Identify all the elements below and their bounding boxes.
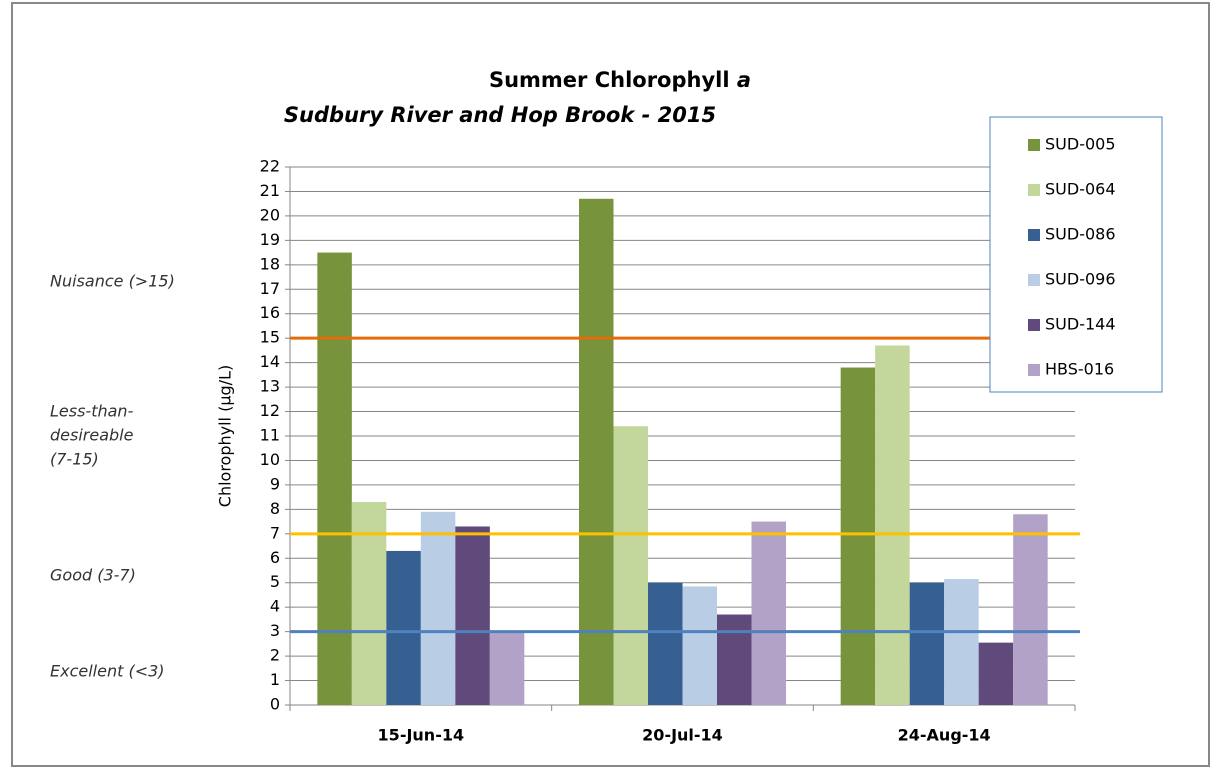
title-main: Summer Chlorophyll <box>489 68 730 92</box>
y-tick-label: 20 <box>260 205 280 224</box>
y-tick-label: 17 <box>260 279 280 298</box>
title-italic: a <box>737 68 751 92</box>
bar <box>840 367 876 705</box>
legend-swatch <box>1028 274 1040 286</box>
annotation: Good (3-7) <box>50 566 136 585</box>
y-tick-label: 16 <box>260 303 280 322</box>
legend-label: SUD-064 <box>1045 180 1116 199</box>
y-tick-label: 8 <box>270 499 280 518</box>
y-tick-label: 4 <box>270 597 280 616</box>
legend-label: SUD-005 <box>1045 135 1116 154</box>
annotation: (7-15) <box>50 450 99 469</box>
annotation: Nuisance (>15) <box>50 272 175 291</box>
bar <box>420 511 456 705</box>
y-tick-label: 7 <box>270 523 280 542</box>
bar <box>875 345 910 705</box>
bar <box>351 502 387 705</box>
legend-swatch <box>1028 184 1040 196</box>
bar <box>1013 514 1048 705</box>
y-tick-label: 22 <box>260 157 280 176</box>
y-tick-label: 3 <box>270 621 280 640</box>
legend-label: SUD-144 <box>1045 315 1116 334</box>
annotation: Less-than- <box>50 402 134 421</box>
legend-box <box>989 116 1163 393</box>
y-axis-label: Chlorophyll (µg/L) <box>216 365 235 507</box>
bar <box>317 252 352 705</box>
y-tick-label: 12 <box>260 401 280 420</box>
bar <box>682 586 717 705</box>
chart-subtitle: Sudbury River and Hop Brook - 2015 <box>284 103 716 127</box>
bar <box>489 631 525 705</box>
bar <box>648 582 683 705</box>
y-tick-label: 10 <box>260 450 280 469</box>
x-tick-label: 15-Jun-14 <box>378 726 465 745</box>
legend-swatch <box>1028 319 1040 331</box>
legend-swatch <box>1028 229 1040 241</box>
legend-label: HBS-016 <box>1045 360 1114 379</box>
bar <box>944 579 979 705</box>
bar <box>579 198 614 706</box>
y-tick-label: 2 <box>270 646 280 665</box>
y-tick-label: 19 <box>260 230 280 249</box>
legend-label: SUD-096 <box>1045 270 1116 289</box>
y-tick-label: 6 <box>270 548 280 567</box>
y-tick-label: 15 <box>260 328 280 347</box>
legend-swatch <box>1028 139 1040 151</box>
y-tick-label: 1 <box>270 670 280 689</box>
legend-swatch <box>1028 364 1040 376</box>
y-tick-label: 11 <box>260 426 280 445</box>
y-tick-label: 13 <box>260 377 280 396</box>
y-tick-label: 14 <box>260 352 280 371</box>
y-tick-label: 5 <box>270 572 280 591</box>
x-tick-label: 20-Jul-14 <box>642 726 723 745</box>
annotation: desireable <box>50 426 134 445</box>
bar <box>613 426 648 705</box>
chart-title: Summer Chlorophyll a <box>489 68 751 92</box>
bar <box>455 526 490 705</box>
annotation: Excellent (<3) <box>50 662 165 681</box>
bar <box>978 642 1014 705</box>
legend: SUD-005 SUD-064 SUD-086 SUD-096 SUD-144 HBS-0… <box>989 116 1163 393</box>
y-tick-label: 0 <box>270 695 280 714</box>
y-tick-label: 9 <box>270 474 280 493</box>
bar <box>751 521 786 705</box>
y-tick-label: 21 <box>260 181 280 200</box>
y-tick-label: 18 <box>260 254 280 273</box>
bar <box>909 582 945 705</box>
legend-label: SUD-086 <box>1045 225 1116 244</box>
bar <box>717 614 752 705</box>
x-tick-label: 24-Aug-14 <box>898 726 991 745</box>
bar <box>386 550 421 705</box>
